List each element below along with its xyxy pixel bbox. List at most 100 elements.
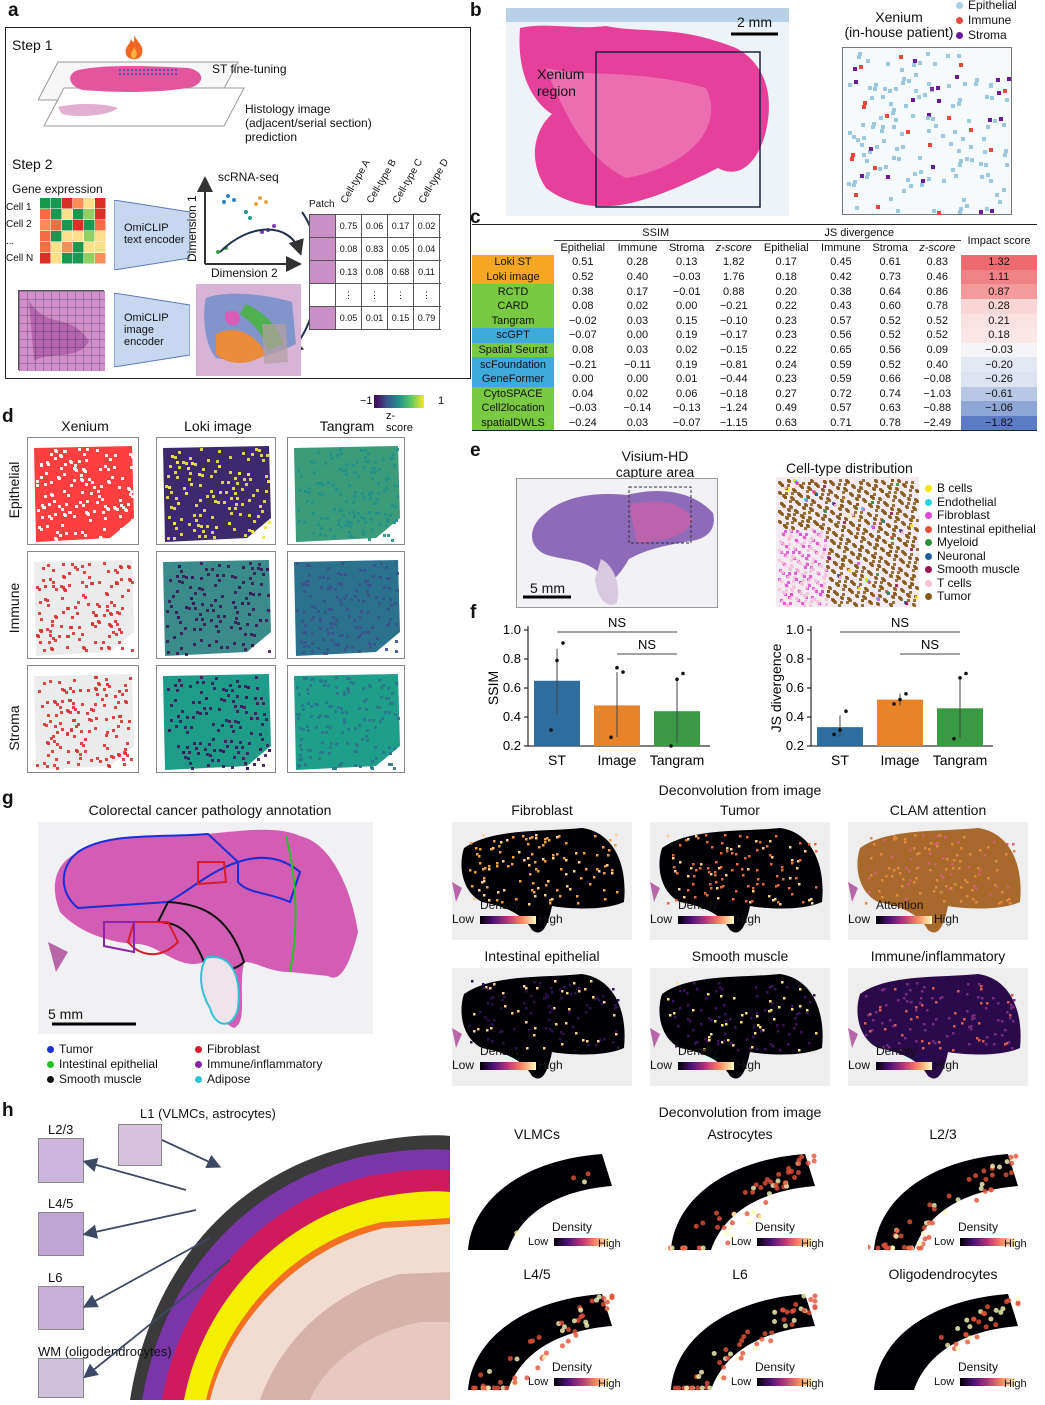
table-row: Loki ST 0.51 0.28 0.13 1.82 0.17 0.45 0.61 0.83 1… — [472, 255, 1037, 270]
table-cell: −0.07 — [568, 329, 597, 342]
legend-item: Smooth muscle — [925, 562, 1036, 577]
text-encoder-label-2: text encoder — [124, 234, 185, 246]
legend-label: T cells — [937, 575, 972, 590]
table-cell: 0.38 — [572, 285, 594, 298]
legend-item: Immune/inflammatory — [195, 1057, 322, 1072]
table-cell: 0.88 — [723, 285, 745, 298]
table-cell: −0.10 — [719, 314, 748, 327]
table-row: scGPT −0.07 0.00 0.19 −0.17 0.23 0.56 0.52 0.52 0… — [472, 328, 1037, 343]
st-finetuning-label: ST fine-tuning — [212, 62, 287, 76]
table-cell: 0.00 — [675, 300, 698, 313]
density-colorbar — [480, 916, 536, 924]
map-title: Immune/inflammatory — [870, 948, 1006, 964]
matrix-cell: 0.01 — [362, 307, 388, 329]
matrix-cell: 0.02 — [414, 215, 440, 237]
legend-dot-icon — [195, 1076, 202, 1084]
cell-label: ... — [6, 236, 15, 247]
table-cell: 0.59 — [830, 373, 852, 386]
impact-score-cell: −0.61 — [961, 386, 1037, 402]
data-point — [952, 736, 956, 741]
data-point — [549, 728, 553, 732]
table-cell: 0.03 — [626, 416, 649, 429]
map-title: Tumor — [720, 802, 760, 818]
table-row: CARD 0.08 0.02 0.00 −0.21 0.22 0.43 0.60 0.78 0.2… — [472, 298, 1037, 314]
table-row: Loki image 0.52 0.40 −0.03 1.76 0.18 0.42 0.73 0… — [472, 269, 1037, 285]
gene-expression-label: Gene expression — [12, 182, 103, 196]
d-thumbnail — [27, 437, 139, 545]
impact-score-cell: 0.18 — [961, 328, 1037, 343]
impact-score-cell: 0.28 — [961, 298, 1037, 314]
y-tick-label: 1.0 — [786, 622, 804, 637]
table-cell: 0.61 — [879, 256, 901, 269]
data-point — [669, 744, 673, 748]
table-cell: 0.20 — [775, 285, 797, 298]
col-header: z-score — [715, 242, 752, 255]
legend-label: B cells — [937, 481, 973, 495]
scale-label: Density — [958, 1220, 999, 1234]
table-cell: −0.21 — [568, 358, 597, 371]
table-cell: 0.74 — [879, 387, 901, 400]
cell-label: Cell 2 — [6, 219, 32, 230]
table-cell: 0.64 — [879, 285, 901, 298]
table-cell: 0.83 — [926, 256, 948, 269]
image-encoder-box: OmiCLIP image encoder — [113, 292, 191, 372]
fire-icon — [122, 33, 146, 68]
table-cell: 0.02 — [626, 300, 649, 313]
legend-dot-icon — [956, 32, 963, 40]
ssim-group-header: SSIM — [554, 226, 758, 242]
low-label: Low — [452, 1058, 475, 1072]
matrix-cell: 0.79 — [414, 307, 440, 329]
x-tick-label: ST — [831, 752, 849, 768]
benchmark-table: SSIM JS divergence Impact score Epitheli… — [472, 226, 1037, 431]
matrix-cell: 0.15 — [388, 307, 414, 329]
h-arrows — [82, 1139, 231, 1379]
col-header: Epithelial — [560, 242, 606, 255]
scale-label: Density — [755, 1360, 796, 1374]
table-cell: 0.15 — [675, 314, 698, 327]
table-cell: 0.52 — [926, 314, 948, 327]
patch-label: Patch — [309, 199, 335, 210]
image-encoder-label-2: image — [124, 324, 154, 336]
map-title: Smooth muscle — [691, 948, 789, 964]
h-label-l45: L4/5 — [48, 1196, 74, 1211]
table-cell: 0.00 — [626, 373, 649, 386]
high-label: High — [934, 1058, 959, 1072]
table-cell: 0.42 — [830, 271, 852, 284]
method-name: CARD — [472, 298, 554, 314]
visium-slide-image — [516, 478, 718, 608]
table-row: Tangram −0.02 0.03 0.15 −0.10 0.23 0.57 0.52 0.5… — [472, 313, 1037, 329]
panel-h-label: h — [2, 1100, 14, 1121]
h-label-wm: WM (oligodendrocytes) — [38, 1344, 172, 1359]
cortex-map-image — [462, 1290, 622, 1394]
xenium-region-label: Xenium — [537, 66, 585, 82]
y-tick-label: 1.0 — [503, 622, 521, 637]
data-point — [964, 671, 968, 676]
low-label: Low — [848, 912, 871, 926]
patch-thumb — [310, 238, 336, 260]
table-cell: −0.18 — [719, 387, 748, 400]
table-cell: 0.38 — [830, 285, 852, 298]
text-encoder-box: OmiCLIP text encoder — [113, 199, 191, 275]
x-tick-label: Image — [881, 752, 920, 768]
ssim-bar-chart: 0.2 0.4 0.6 0.8 1.0 SSIM ST Image Tangram NS NS — [485, 615, 710, 768]
dim2-label: Dimension 2 — [211, 266, 278, 280]
table-cell: 0.24 — [775, 358, 797, 371]
density-colorbar — [757, 1378, 813, 1386]
scale-label: Density — [876, 1044, 917, 1058]
scale-label: Density — [480, 898, 521, 912]
table-cell: 0.01 — [675, 373, 698, 386]
xenium-celltype-map — [842, 47, 1012, 215]
bar — [877, 699, 923, 746]
table-cell: 0.63 — [879, 402, 901, 415]
high-label: High — [538, 912, 563, 926]
matrix-cell: 0.13 — [336, 261, 362, 283]
x-tick-label: Tangram — [650, 752, 704, 768]
low-label: Low — [528, 1376, 549, 1388]
table-row: RCTD 0.38 0.17 −0.01 0.88 0.20 0.38 0.64 0.86 0.8… — [472, 284, 1037, 299]
ns-label: NS — [921, 637, 939, 652]
cb-min: −1 — [360, 395, 373, 407]
low-label: Low — [452, 912, 475, 926]
y-tick-label: 0.8 — [503, 651, 521, 666]
table-cell: 0.40 — [626, 271, 649, 284]
legend-dot-icon — [956, 17, 963, 25]
